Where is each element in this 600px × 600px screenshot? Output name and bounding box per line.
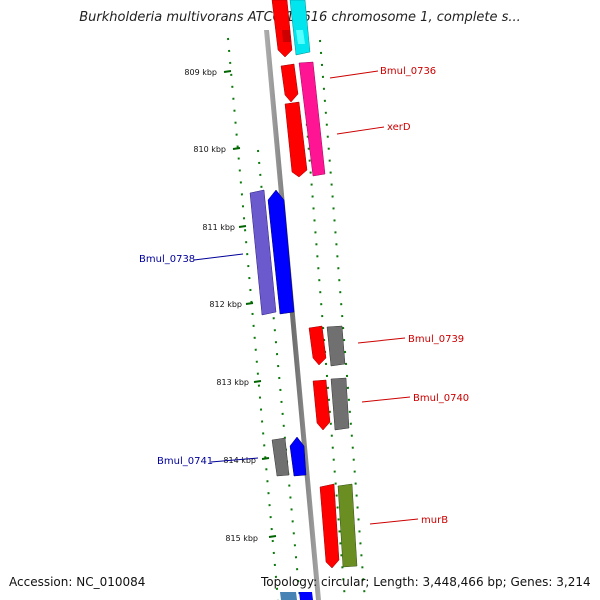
tick-label-811: 811 kbp: [202, 223, 235, 232]
gene-label-xerd[interactable]: xerD: [387, 122, 411, 133]
connector-bmul-0739: [357, 337, 406, 344]
tick-label-814: 814 kbp: [223, 456, 256, 465]
connector-murb: [369, 518, 419, 525]
gene-arrow-blue-1[interactable]: [267, 189, 295, 315]
guide-inner-right: [299, 39, 346, 600]
label-connectors: [193, 70, 419, 525]
tick-814: [261, 457, 270, 460]
tick-812: [245, 302, 254, 305]
gene-features: [249, 0, 358, 600]
tick-label-815: 815 kbp: [225, 534, 258, 543]
gene-block-bottom-blue: [299, 592, 313, 600]
strand-guides: [227, 37, 366, 600]
tick-label-810: 810 kbp: [193, 145, 226, 154]
gene-marker-top-cyan-small: [296, 30, 305, 44]
gene-arrow-bmul-0741[interactable]: [289, 436, 307, 477]
gene-label-bmul-0736[interactable]: Bmul_0736: [380, 66, 436, 77]
tick-815: [268, 535, 277, 538]
gene-arrow-top-cyan[interactable]: [289, 0, 311, 56]
guide-outer-right: [319, 39, 366, 600]
tick-811: [238, 225, 247, 228]
gene-label-bmul-0738[interactable]: Bmul_0738: [139, 254, 195, 265]
gene-arrow-bmul-0740[interactable]: [312, 379, 331, 431]
tick-810: [232, 147, 241, 150]
gene-label-murb[interactable]: murB: [421, 515, 448, 526]
tick-label-813: 813 kbp: [216, 378, 249, 387]
gene-label-bmul-0741[interactable]: Bmul_0741: [157, 456, 213, 467]
gene-arrow-red-1[interactable]: [280, 63, 299, 103]
gene-block-gray-2[interactable]: [330, 377, 350, 431]
gene-label-bmul-0740[interactable]: Bmul_0740: [413, 393, 469, 404]
gene-marker-top-red-small: [282, 30, 291, 42]
gene-arrow-top-red[interactable]: [271, 0, 293, 58]
gene-block-bottom-lightblue: [280, 592, 297, 600]
gene-block-gray-3[interactable]: [271, 437, 290, 477]
connector-bmul-0738: [193, 253, 244, 261]
guide-outer-left: [227, 37, 279, 600]
tick-813: [253, 380, 262, 383]
gene-arrow-xerd[interactable]: [284, 101, 308, 178]
accession-text: Accession: NC_010084: [9, 575, 146, 589]
gene-arrow-bmul-0736[interactable]: [298, 61, 326, 177]
connector-xerd: [336, 126, 385, 135]
gene-label-bmul-0739[interactable]: Bmul_0739: [408, 334, 464, 345]
ticks: [223, 70, 277, 538]
gene-arrow-murb[interactable]: [319, 483, 340, 569]
connector-bmul-0740: [361, 396, 411, 403]
gene-block-gray-1[interactable]: [326, 325, 346, 367]
tick-809: [223, 70, 232, 73]
gene-arrow-bmul-0738[interactable]: [249, 189, 277, 316]
gene-block-olive[interactable]: [337, 483, 358, 568]
gene-arrow-bmul-0739[interactable]: [308, 325, 327, 366]
topology-text: Topology: circular; Length: 3,448,466 bp…: [261, 575, 591, 589]
chromosome-backbone: [264, 30, 321, 600]
tick-label-812: 812 kbp: [209, 300, 242, 309]
tick-label-809: 809 kbp: [184, 68, 217, 77]
connector-bmul-0741: [210, 457, 259, 463]
connector-bmul-0736: [329, 70, 379, 79]
